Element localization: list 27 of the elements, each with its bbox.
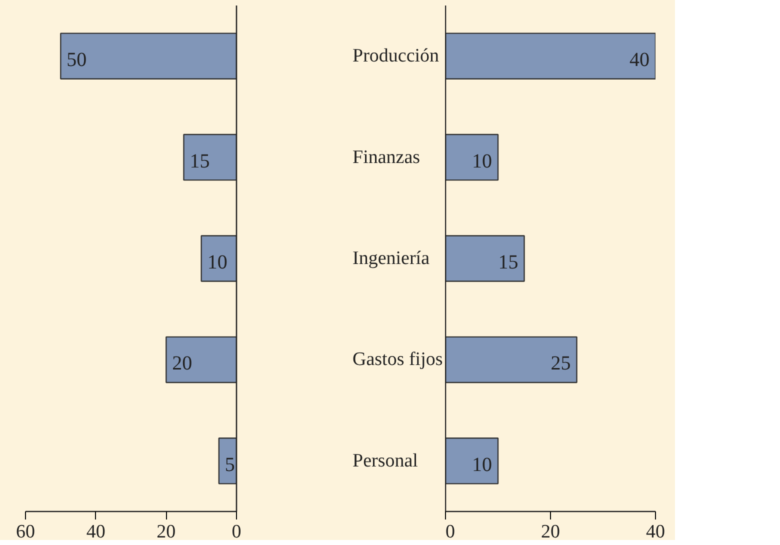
data-label: 10	[207, 252, 228, 274]
data-label: 10	[472, 150, 492, 172]
data-label: 15	[190, 150, 210, 172]
y-tick-label: Gastos fijos	[352, 349, 443, 370]
bar	[218, 438, 236, 484]
x-tick-label: 60	[16, 522, 35, 542]
data-label: 40	[630, 49, 650, 72]
y-tick-label: Finanzas	[352, 146, 420, 168]
y-tick-label: Personal	[352, 450, 418, 472]
bar	[183, 134, 236, 181]
x-tick-label: 20	[156, 522, 176, 542]
y-tick-label: Producción	[352, 46, 440, 67]
x-tick-label: 20	[541, 522, 560, 542]
bar	[166, 336, 236, 384]
x-tick-label: 0	[232, 522, 242, 542]
data-label: 15	[498, 252, 518, 274]
y-tick-label: Ingeniería	[352, 248, 430, 269]
bar	[60, 32, 236, 80]
x-tick-label: 40	[646, 522, 665, 542]
data-label: 25	[550, 352, 571, 375]
data-label: 20	[172, 352, 192, 375]
data-label: 5	[224, 454, 235, 476]
data-label: 10	[472, 454, 492, 476]
data-label: 50	[66, 49, 87, 72]
x-tick-label: 40	[86, 522, 106, 542]
bar	[200, 235, 236, 282]
x-tick-label: 0	[446, 522, 455, 542]
